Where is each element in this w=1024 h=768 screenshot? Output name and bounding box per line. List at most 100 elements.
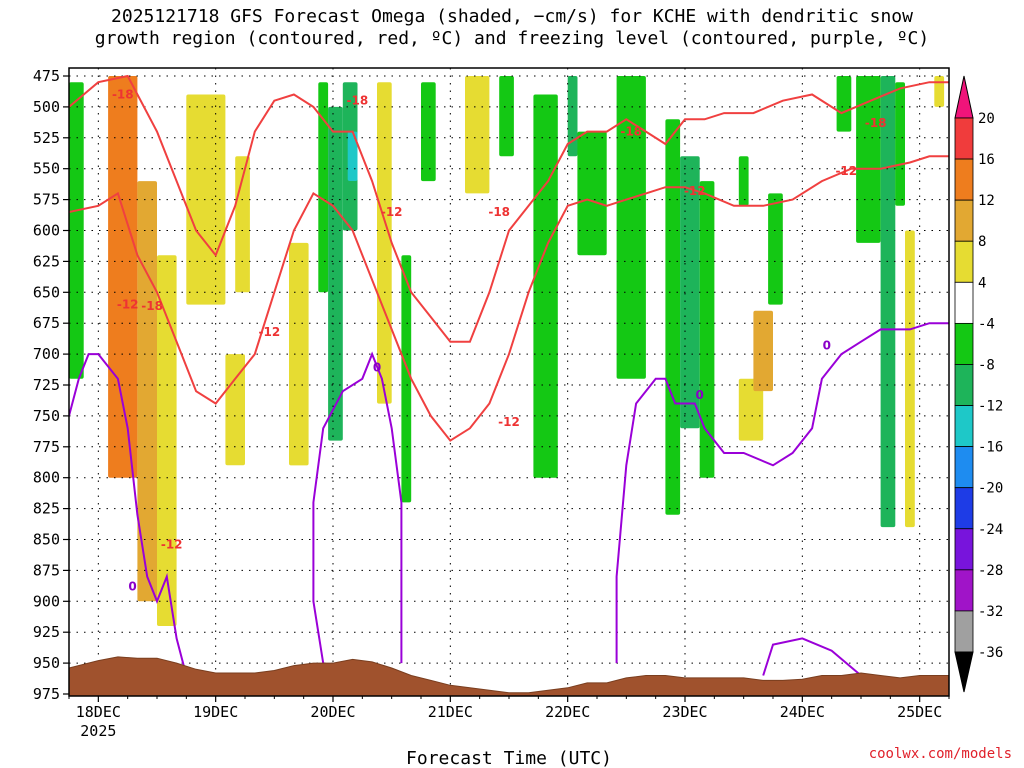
omega-region-24 xyxy=(699,181,715,478)
y-tick-label-13: 800 xyxy=(33,469,60,487)
y-tick-label-1: 500 xyxy=(33,98,60,116)
colorbar-label-9: -20 xyxy=(978,481,1003,497)
contour-label-10: -12 xyxy=(161,537,183,551)
freezing-contour-0 xyxy=(69,353,188,676)
colorbar-label-12: -32 xyxy=(978,604,1003,620)
y-tick-label-10: 725 xyxy=(33,376,60,394)
y-tick-label-11: 750 xyxy=(33,407,60,425)
contour-label-11: -12 xyxy=(684,184,706,198)
y-tick-label-15: 850 xyxy=(33,531,60,549)
contour-label-6: -12 xyxy=(117,298,139,312)
chart-title-line-1: 2025121718 GFS Forecast Omega (shaded, −… xyxy=(111,6,913,27)
credit-text: coolwx.com/models xyxy=(869,746,1012,762)
omega-region-20 xyxy=(577,131,607,256)
x-tick-label-3: 21DEC xyxy=(428,703,473,721)
omega-region-21 xyxy=(616,76,646,379)
omega-region-16 xyxy=(465,76,490,194)
x-tick-label-6: 24DEC xyxy=(780,703,825,721)
contour-label-7: -12 xyxy=(259,325,281,339)
colorbar-label-1: 16 xyxy=(978,152,995,168)
colorbar-segment-4 xyxy=(954,281,974,324)
freezing-contour-1 xyxy=(312,351,403,664)
contour-label-13: 0 xyxy=(373,361,381,375)
omega-region-34 xyxy=(934,76,945,107)
omega-region-5 xyxy=(186,94,226,305)
omega-region-27 xyxy=(738,378,764,441)
omega-region-22 xyxy=(665,119,681,515)
chart-title-line-2: growth region (contoured, red, ºC) and f… xyxy=(94,28,930,49)
y-tick-label-9: 700 xyxy=(33,345,60,363)
x-tick-label-0: 18DEC xyxy=(76,703,121,721)
y-tick-label-0: 475 xyxy=(33,67,60,85)
dendritic-contour-1 xyxy=(69,155,949,442)
colorbar-segment-0 xyxy=(954,117,974,160)
omega-region-23 xyxy=(680,156,700,429)
contour-label-3: -18 xyxy=(620,125,642,139)
colorbar-label-10: -24 xyxy=(978,522,1003,538)
omega-region-0 xyxy=(69,82,84,379)
y-tick-label-14: 825 xyxy=(33,500,60,518)
omega-region-18 xyxy=(533,94,558,478)
colorbar-label-4: 4 xyxy=(978,275,986,291)
contour-layer xyxy=(69,74,949,677)
terrain-fill xyxy=(69,656,949,696)
y-tick-label-2: 525 xyxy=(33,129,60,147)
x-tick-label-2: 20DEC xyxy=(310,703,355,721)
omega-region-14 xyxy=(401,255,412,503)
omega-region-32 xyxy=(895,82,905,206)
contour-label-16: 0 xyxy=(823,338,831,352)
contour-label-layer: -18 -18-18-18-18-18-12-12-12-12-12-12-120… xyxy=(112,88,887,594)
contour-label-9: -12 xyxy=(498,415,520,429)
colorbar-segment-6 xyxy=(954,364,974,406)
colorbar-segment-9 xyxy=(954,487,974,530)
colorbar-segment-5 xyxy=(954,322,974,365)
freezing-contour-3 xyxy=(762,637,862,677)
y-tick-label-7: 650 xyxy=(33,283,60,301)
colorbar-label-3: 8 xyxy=(978,234,986,250)
omega-region-28 xyxy=(753,310,773,392)
colorbar-segment-12 xyxy=(954,610,974,653)
x-tick-label-1: 19DEC xyxy=(193,703,238,721)
omega-region-33 xyxy=(905,230,915,528)
omega-region-4 xyxy=(157,255,177,626)
y-tick-label-3: 550 xyxy=(33,160,60,178)
contour-label-1: -18 xyxy=(347,94,369,108)
contour-label-5: -18 xyxy=(141,299,163,313)
colorbar-segment-10 xyxy=(954,528,974,571)
colorbar-label-2: 12 xyxy=(978,193,995,209)
colorbar-label-8: -16 xyxy=(978,440,1003,456)
contour-label-8: -12 xyxy=(381,205,403,219)
colorbar-label-0: 20 xyxy=(978,111,995,127)
omega-region-10 xyxy=(328,106,343,441)
x-tick-label-7: 25DEC xyxy=(897,703,942,721)
y-tick-label-17: 900 xyxy=(33,592,60,610)
y-tick-label-16: 875 xyxy=(33,561,60,579)
y-tick-label-18: 925 xyxy=(33,623,60,641)
contour-label-15: 0 xyxy=(696,388,704,402)
colorbar-label-7: -12 xyxy=(978,399,1003,415)
omega-region-13 xyxy=(377,82,392,404)
y-tick-label-8: 675 xyxy=(33,314,60,332)
omega-region-29 xyxy=(836,76,852,132)
x-tick-label-4: 22DEC xyxy=(545,703,590,721)
y-tick-label-4: 575 xyxy=(33,191,60,209)
colorbar-label-6: -8 xyxy=(978,357,995,373)
colorbar-segment-3 xyxy=(954,240,974,283)
y-tick-label-19: 950 xyxy=(33,654,60,672)
omega-region-26 xyxy=(768,193,783,305)
colorbar-top-arrow xyxy=(954,75,974,119)
y-tick-label-6: 625 xyxy=(33,252,60,270)
y-tick-label-12: 775 xyxy=(33,438,60,456)
y-axis-ticks: 475 500 525 550 575 600 625 650 675 700 725 750 775 8… xyxy=(33,67,69,703)
omega-region-30 xyxy=(856,76,881,243)
x-tick-sublabel-0: 2025 xyxy=(80,722,116,740)
colorbar-segment-2 xyxy=(954,199,974,242)
contour-label-0: -18 xyxy=(112,88,134,102)
omega-region-19 xyxy=(567,76,578,157)
colorbar: 20 16 12 8 4 -4 -8 -12 -16 -20 -24 -28 -32 -36 xyxy=(954,75,1003,693)
colorbar-segment-11 xyxy=(954,569,974,612)
colorbar-label-11: -28 xyxy=(978,563,1003,579)
omega-region-8 xyxy=(289,242,309,466)
omega-region-25 xyxy=(738,156,749,206)
